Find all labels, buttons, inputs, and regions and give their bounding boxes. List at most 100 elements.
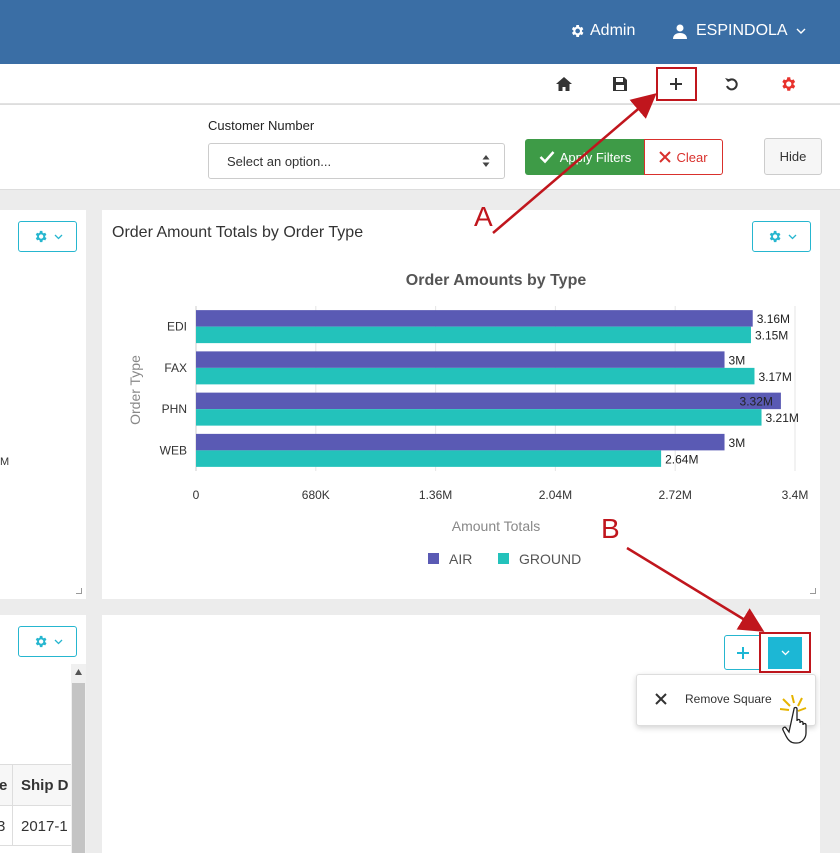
select-value: Select an option... — [227, 154, 332, 169]
reset-button[interactable] — [712, 64, 752, 104]
y-tick-label: EDI — [167, 320, 187, 334]
bar-air — [196, 433, 725, 451]
dashboard-toolbar — [0, 64, 840, 104]
filter-bar: Customer Number Select an option... Appl… — [0, 104, 840, 190]
gear-icon — [571, 25, 584, 37]
gear-icon — [35, 635, 46, 648]
hand-cursor-icon — [780, 695, 807, 744]
panel-settings-button[interactable] — [18, 221, 77, 252]
panel-settings-button[interactable] — [18, 626, 77, 657]
remove-square-menu-item[interactable]: Remove Square — [655, 692, 772, 706]
save-button[interactable] — [600, 64, 640, 104]
ship-date-cell: 2017-1 — [21, 818, 68, 835]
y-tick-label: FAX — [164, 361, 187, 375]
x-tick-label: 2.72M — [659, 488, 692, 502]
remove-square-label: Remove Square — [685, 692, 772, 706]
highlight-dropdown-button — [759, 632, 811, 673]
table-header: e Ship D — [0, 764, 71, 807]
panel-settings-button[interactable] — [752, 221, 811, 252]
bar-ground — [196, 450, 662, 467]
table-header-cell[interactable]: e — [0, 777, 8, 794]
order-amounts-chart: Order Amounts by Type 0 680K 1.36M 2.04M 2.72… — [127, 272, 809, 567]
x-tick-label: 680K — [302, 488, 330, 502]
user-menu[interactable]: ESPINDOLA — [672, 22, 806, 40]
table-cell: 3 — [0, 818, 6, 835]
data-label: 3M — [729, 436, 746, 450]
bar-ground — [196, 367, 755, 385]
chevron-down-icon — [54, 639, 62, 644]
admin-menu[interactable]: Admin — [569, 22, 635, 40]
plus-icon — [736, 646, 749, 659]
scroll-up-icon[interactable] — [74, 668, 83, 676]
home-button[interactable] — [544, 64, 584, 104]
user-icon — [673, 24, 687, 39]
partial-axis-label: M — [0, 456, 10, 468]
legend-swatch-air — [428, 553, 439, 564]
chevron-down-icon — [54, 234, 62, 239]
admin-label: Admin — [590, 22, 636, 39]
y-axis-title: Order Type — [127, 355, 143, 425]
x-tick-label: 3.4M — [782, 488, 809, 502]
column-divider — [12, 765, 13, 807]
empty-square-panel — [102, 615, 820, 853]
clear-filters-button[interactable]: Clear — [644, 139, 723, 175]
bar-air — [196, 310, 753, 327]
order-amount-panel: Order Amount Totals by Order Type Order … — [102, 210, 820, 599]
y-tick-label: WEB — [160, 443, 187, 457]
legend-label-air: AIR — [449, 551, 472, 567]
apply-filters-button[interactable]: Apply Filters — [525, 139, 645, 175]
close-icon — [655, 693, 667, 705]
panel-title: Order Amount Totals by Order Type — [112, 224, 364, 241]
scrollbar-thumb[interactable] — [72, 683, 85, 853]
customer-number-select[interactable]: Select an option... — [208, 143, 505, 179]
data-label: 3.17M — [758, 370, 791, 384]
check-icon — [539, 151, 555, 164]
x-tick-label: 0 — [193, 488, 200, 502]
data-label: 3.32M — [740, 395, 773, 409]
data-label: 3M — [729, 353, 746, 367]
callout-b: B — [601, 513, 620, 544]
gear-icon — [782, 77, 796, 91]
undo-icon — [725, 78, 738, 91]
clear-filters-label: Clear — [676, 149, 708, 165]
x-tick-label: 1.36M — [419, 488, 452, 502]
square-options-dropdown-button[interactable] — [768, 637, 802, 669]
resize-handle[interactable] — [76, 588, 82, 594]
chevron-down-icon — [796, 28, 806, 34]
add-chart-button[interactable] — [724, 635, 761, 670]
left-top-panel: M — [0, 210, 86, 599]
legend-swatch-ground — [498, 553, 509, 564]
apply-filters-label: Apply Filters — [559, 149, 632, 165]
bar-ground — [196, 409, 762, 426]
chevron-down-icon — [788, 234, 796, 239]
data-label: 2.64M — [665, 452, 698, 466]
bar-air — [196, 351, 725, 368]
user-name: ESPINDOLA — [696, 22, 788, 39]
plus-icon — [670, 78, 682, 90]
highlight-add-button — [656, 67, 697, 101]
bar-air — [196, 392, 781, 410]
bar-ground — [196, 326, 751, 344]
save-icon — [613, 77, 627, 91]
close-icon — [659, 151, 672, 163]
top-navbar: Admin ESPINDOLA — [0, 0, 840, 64]
add-square-button[interactable] — [656, 64, 696, 104]
y-tick-label: PHN — [162, 402, 187, 416]
square-options-menu: Remove Square — [636, 674, 816, 726]
ship-date-header[interactable]: Ship D — [21, 777, 69, 794]
resize-handle[interactable] — [810, 588, 816, 594]
gear-icon — [769, 230, 780, 243]
dashboard-settings-button[interactable] — [768, 64, 808, 104]
gear-icon — [35, 230, 46, 243]
data-label: 3.16M — [757, 312, 790, 326]
data-label: 3.21M — [766, 411, 799, 425]
x-tick-label: 2.04M — [539, 488, 572, 502]
hide-filters-button[interactable]: Hide — [764, 138, 822, 175]
chart-title: Order Amounts by Type — [406, 272, 587, 289]
table-row[interactable]: 3 2017-1 — [0, 806, 71, 846]
legend-label-ground: GROUND — [519, 551, 581, 567]
callout-a: A — [474, 201, 493, 232]
column-divider — [12, 806, 13, 846]
x-axis-title: Amount Totals — [452, 518, 540, 534]
customer-number-label: Customer Number — [208, 118, 315, 133]
